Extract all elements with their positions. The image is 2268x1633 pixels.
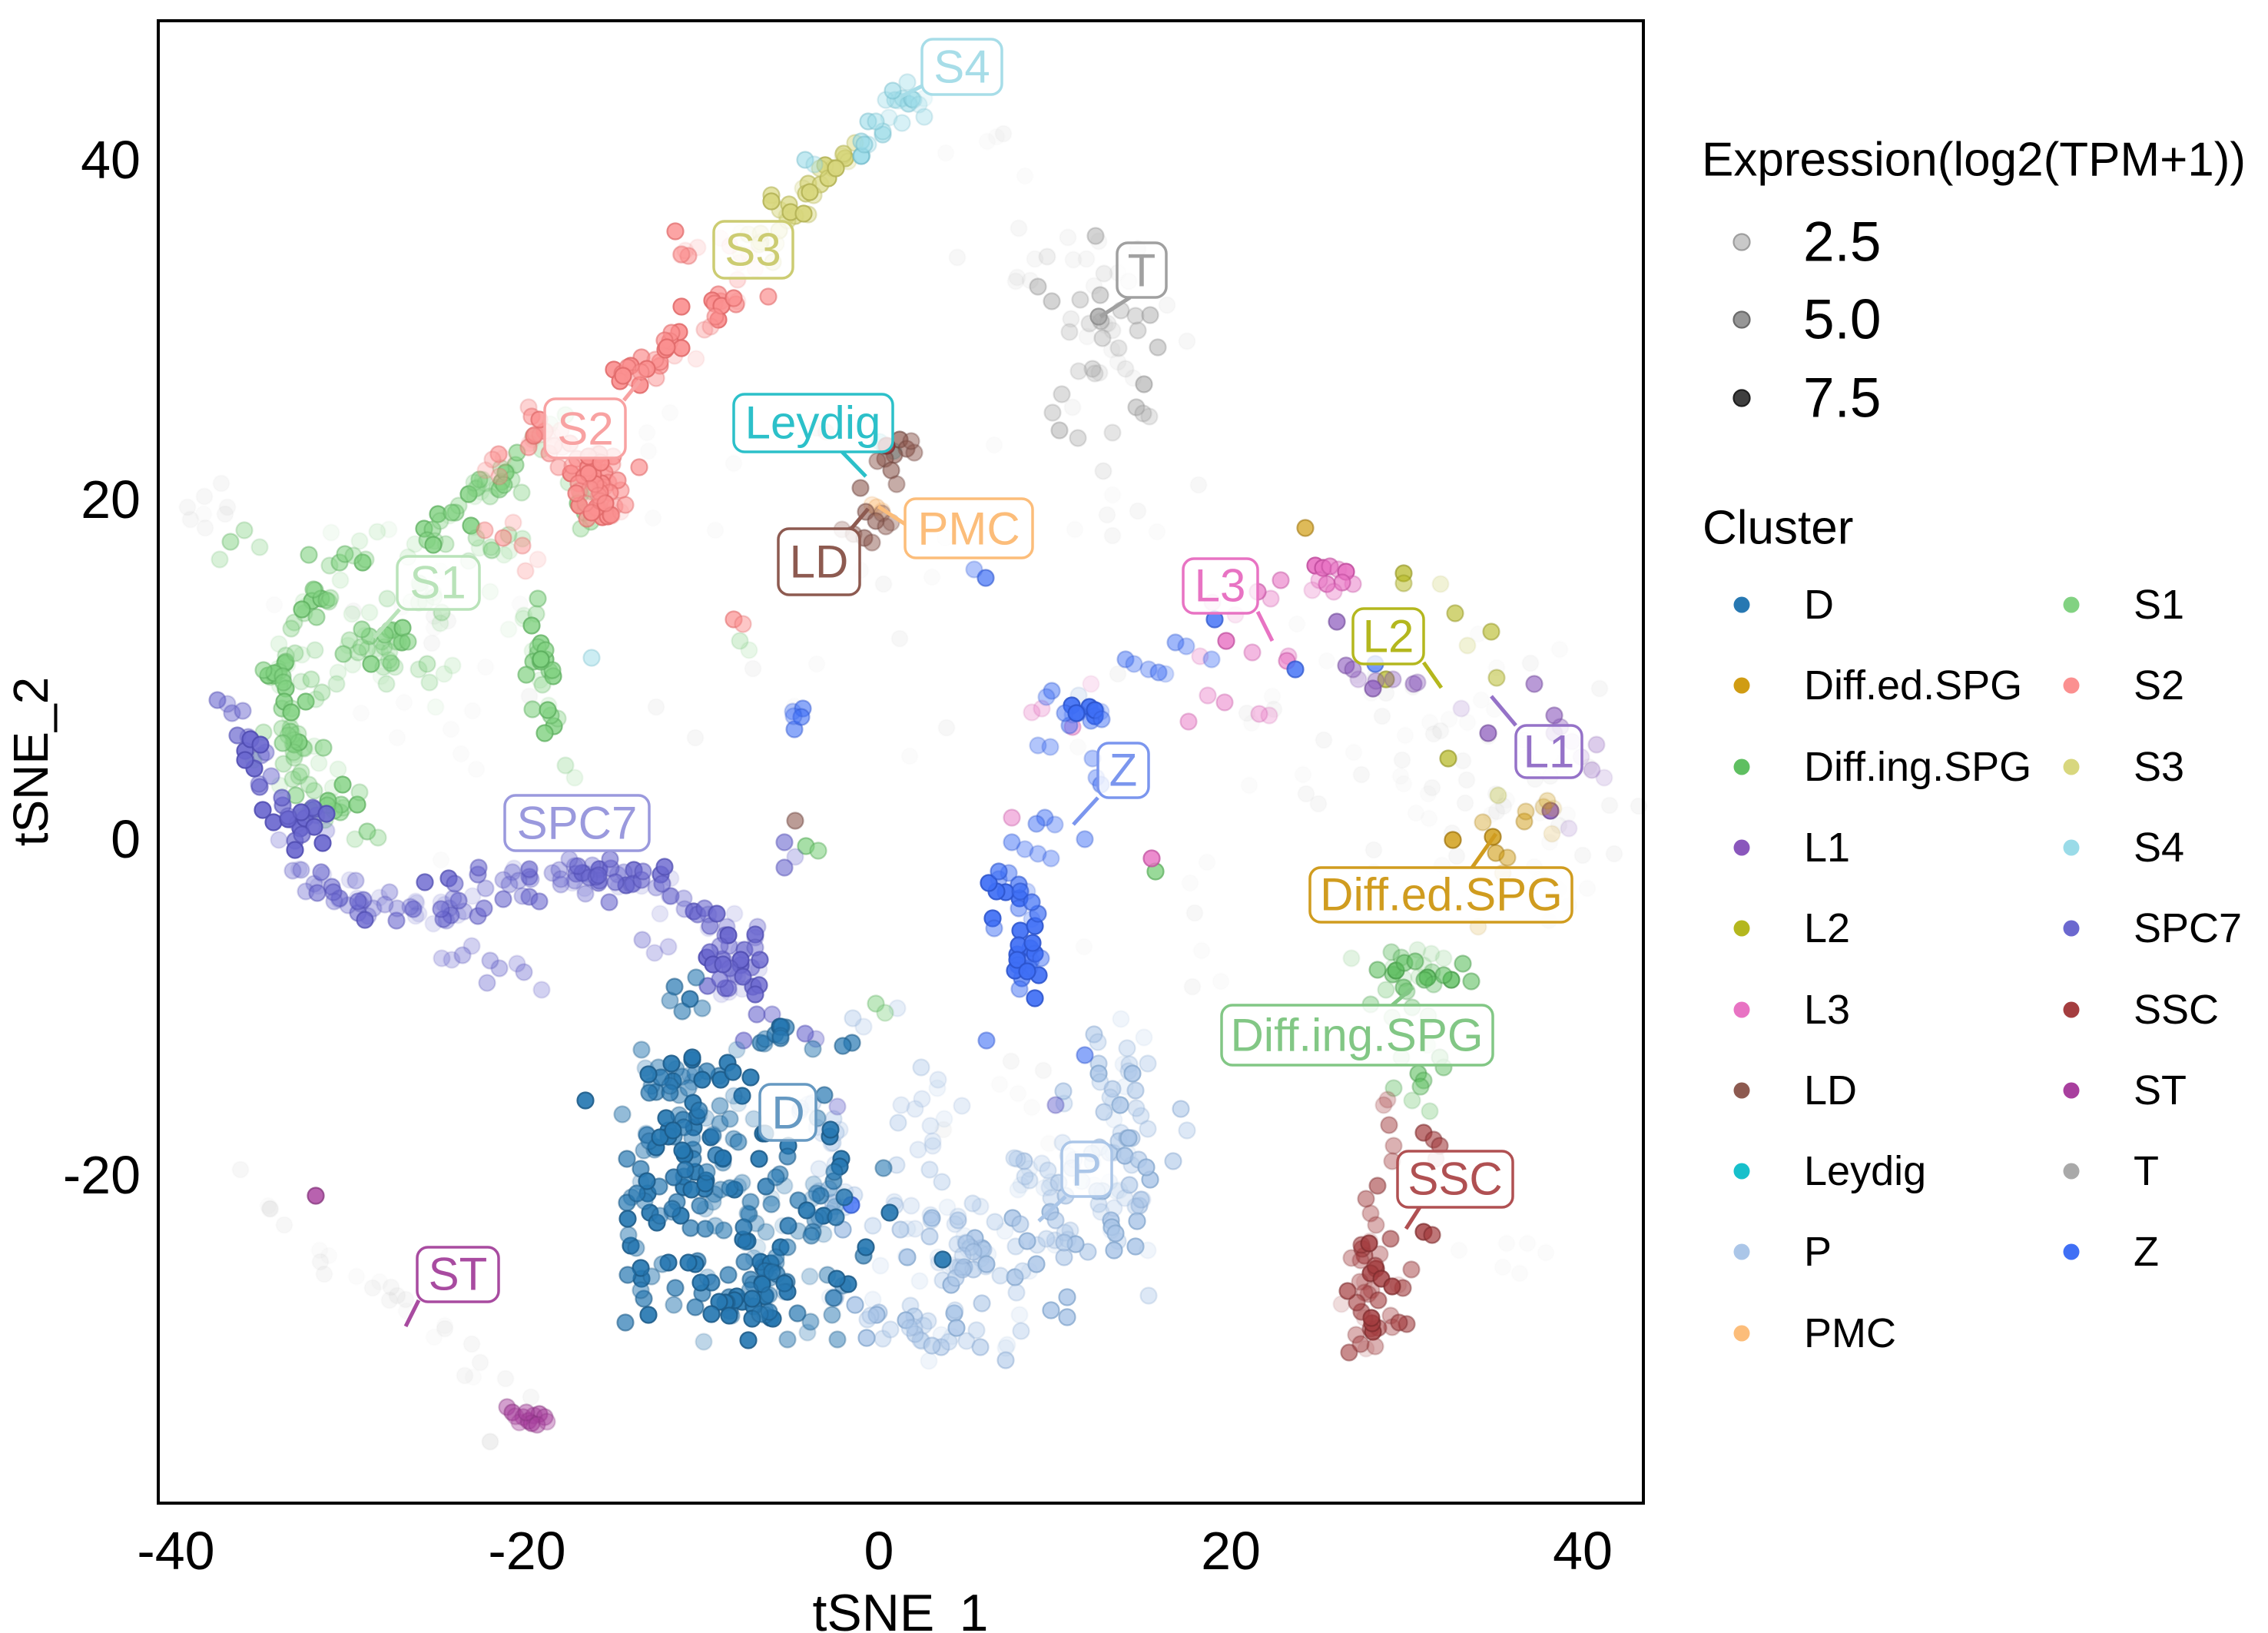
svg-text:7.5: 7.5 <box>1803 367 1881 430</box>
svg-text:-40: -40 <box>137 1521 214 1581</box>
svg-text:S1: S1 <box>2134 582 2184 628</box>
svg-text:40: 40 <box>81 130 141 190</box>
svg-text:tSNE 1: tSNE 1 <box>812 1584 988 1633</box>
svg-text:Leydig: Leydig <box>1804 1148 1926 1194</box>
svg-text:L1: L1 <box>1804 825 1850 871</box>
svg-text:Diff.ing.SPG: Diff.ing.SPG <box>1230 1010 1483 1061</box>
svg-text:P: P <box>1071 1144 1102 1196</box>
svg-text:ST: ST <box>429 1249 488 1300</box>
svg-text:tSNE_2: tSNE_2 <box>3 677 58 847</box>
svg-text:S2: S2 <box>557 403 613 455</box>
svg-text:S3: S3 <box>2134 744 2184 790</box>
svg-text:L3: L3 <box>1804 987 1850 1033</box>
svg-text:SSC: SSC <box>2134 987 2219 1033</box>
svg-text:PMC: PMC <box>1804 1310 1896 1356</box>
svg-text:PMC: PMC <box>917 503 1020 555</box>
svg-text:20: 20 <box>1201 1521 1261 1581</box>
svg-text:T: T <box>1128 245 1156 297</box>
svg-text:S2: S2 <box>2134 662 2184 709</box>
svg-text:SPC7: SPC7 <box>517 798 638 849</box>
svg-text:SSC: SSC <box>1408 1153 1502 1205</box>
svg-text:L3: L3 <box>1195 560 1246 612</box>
svg-text:T: T <box>2134 1148 2159 1194</box>
svg-text:0: 0 <box>864 1521 894 1581</box>
svg-text:0: 0 <box>111 809 141 869</box>
svg-text:LD: LD <box>790 536 849 588</box>
svg-text:S1: S1 <box>410 557 466 609</box>
svg-text:Leydig: Leydig <box>745 397 881 449</box>
svg-text:-20: -20 <box>488 1521 565 1581</box>
svg-text:-20: -20 <box>63 1145 141 1205</box>
svg-text:ST: ST <box>2134 1067 2187 1114</box>
svg-text:Diff.ed.SPG: Diff.ed.SPG <box>1804 662 2022 709</box>
svg-text:SPC7: SPC7 <box>2134 905 2242 951</box>
svg-text:P: P <box>1804 1229 1832 1275</box>
svg-text:L1: L1 <box>1524 726 1575 778</box>
svg-text:20: 20 <box>81 470 141 529</box>
svg-text:Z: Z <box>1109 745 1138 796</box>
svg-text:S4: S4 <box>933 41 990 93</box>
svg-text:LD: LD <box>1804 1067 1857 1114</box>
svg-text:S3: S3 <box>724 224 781 276</box>
svg-text:L2: L2 <box>1363 611 1414 662</box>
svg-text:40: 40 <box>1553 1521 1613 1581</box>
svg-text:2.5: 2.5 <box>1803 211 1881 274</box>
svg-text:5.0: 5.0 <box>1803 289 1881 351</box>
svg-text:L2: L2 <box>1804 905 1850 951</box>
svg-text:D: D <box>771 1087 804 1139</box>
svg-text:Diff.ing.SPG: Diff.ing.SPG <box>1804 744 2031 790</box>
svg-text:D: D <box>1804 582 1834 628</box>
svg-text:Cluster: Cluster <box>1703 502 1853 555</box>
svg-text:Expression(log2(TPM+1)): Expression(log2(TPM+1)) <box>1702 134 2246 187</box>
svg-text:Z: Z <box>2134 1229 2159 1275</box>
svg-text:S4: S4 <box>2134 825 2184 871</box>
svg-text:Diff.ed.SPG: Diff.ed.SPG <box>1320 869 1563 921</box>
